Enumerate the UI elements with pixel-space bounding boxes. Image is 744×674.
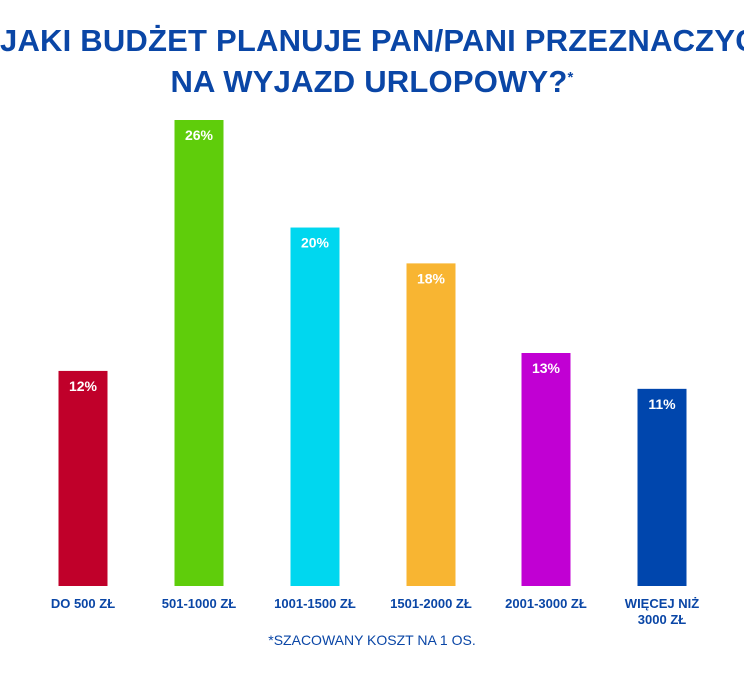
- value-label-1: 12%: [69, 378, 98, 394]
- bar-5: [521, 353, 571, 586]
- category-label-1: DO 500 ZŁ: [51, 596, 115, 611]
- category-label-2: 501-1000 ZŁ: [162, 596, 236, 611]
- chart-title: JAKI BUDŻET PLANUJE PAN/PANI PRZEZNACZYĆ…: [0, 20, 744, 102]
- value-label-4: 18%: [417, 270, 446, 286]
- chart-title-line-2: NA WYJAZD URLOPOWY?*: [0, 61, 744, 102]
- chart-title-line-2-text: NA WYJAZD URLOPOWY?: [170, 64, 568, 99]
- footnote: *SZACOWANY KOSZT NA 1 OS.: [268, 632, 476, 648]
- bar-3: [290, 227, 340, 587]
- category-label-6-line-1: WIĘCEJ NIŻ: [625, 596, 699, 611]
- chart-title-line-1: JAKI BUDŻET PLANUJE PAN/PANI PRZEZNACZYĆ: [0, 23, 744, 58]
- category-label-4: 1501-2000 ZŁ: [390, 596, 472, 611]
- value-label-5: 13%: [532, 360, 561, 376]
- category-label-5: 2001-3000 ZŁ: [505, 596, 587, 611]
- value-label-2: 26%: [185, 127, 214, 143]
- chart-title-asterisk: *: [567, 69, 574, 86]
- value-label-3: 20%: [301, 235, 330, 251]
- value-label-6: 11%: [648, 396, 676, 412]
- bar-2: [174, 120, 224, 586]
- bar-4: [406, 263, 456, 586]
- category-label-3: 1001-1500 ZŁ: [274, 596, 356, 611]
- bar-1: [58, 370, 108, 586]
- category-label-6-line-2: 3000 ZŁ: [638, 612, 686, 627]
- bar-6: [637, 388, 687, 586]
